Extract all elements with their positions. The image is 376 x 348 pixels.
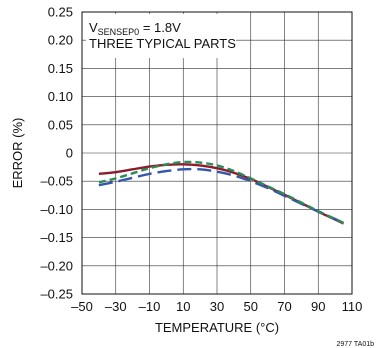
y-tick-label: 0 bbox=[66, 146, 73, 161]
y-tick-label: 0.25 bbox=[48, 5, 73, 20]
y-tick-label: –0.10 bbox=[40, 202, 73, 217]
grid bbox=[82, 12, 352, 294]
y-tick-label: –0.25 bbox=[40, 287, 73, 302]
annotation-line2: THREE TYPICAL PARTS bbox=[89, 36, 236, 51]
figure-id: 2977 TA01b bbox=[337, 341, 375, 348]
x-tick-label: –50 bbox=[71, 299, 93, 314]
y-tick-label: 0.05 bbox=[48, 117, 73, 132]
x-tick-label: –10 bbox=[139, 299, 161, 314]
y-tick-label: –0.05 bbox=[40, 174, 73, 189]
x-tick-label: –30 bbox=[105, 299, 127, 314]
y-tick-label: 0.10 bbox=[48, 89, 73, 104]
y-tick-label: –0.15 bbox=[40, 230, 73, 245]
annotation-background bbox=[86, 14, 236, 58]
series-layer bbox=[98, 160, 345, 225]
x-tick-label: 110 bbox=[342, 299, 363, 314]
series-line-2 bbox=[98, 167, 345, 225]
y-tick-labels: 0.25 0.20 0.15 0.10 0.05 0 –0.05 –0.10 –0.15 –0.2… bbox=[40, 5, 73, 302]
y-tick-label: 0.15 bbox=[48, 61, 73, 76]
y-axis-title: ERROR (%) bbox=[10, 118, 25, 189]
x-tick-label: 10 bbox=[176, 299, 190, 314]
x-tick-label: 30 bbox=[210, 299, 224, 314]
annotation-line1: VSENSEP0 = 1.8V bbox=[89, 20, 181, 37]
x-tick-labels: –50 –30 –10 10 30 50 70 90 110 bbox=[71, 299, 362, 314]
y-tick-label: 0.20 bbox=[48, 33, 73, 48]
x-tick-label: 90 bbox=[311, 299, 325, 314]
series-line-3 bbox=[98, 160, 345, 225]
x-axis-title: TEMPERATURE (°C) bbox=[155, 320, 279, 335]
plot-frame bbox=[81, 11, 353, 295]
x-tick-label: 70 bbox=[277, 299, 291, 314]
y-tick-label: –0.20 bbox=[40, 258, 73, 273]
x-tick-label: 50 bbox=[244, 299, 258, 314]
